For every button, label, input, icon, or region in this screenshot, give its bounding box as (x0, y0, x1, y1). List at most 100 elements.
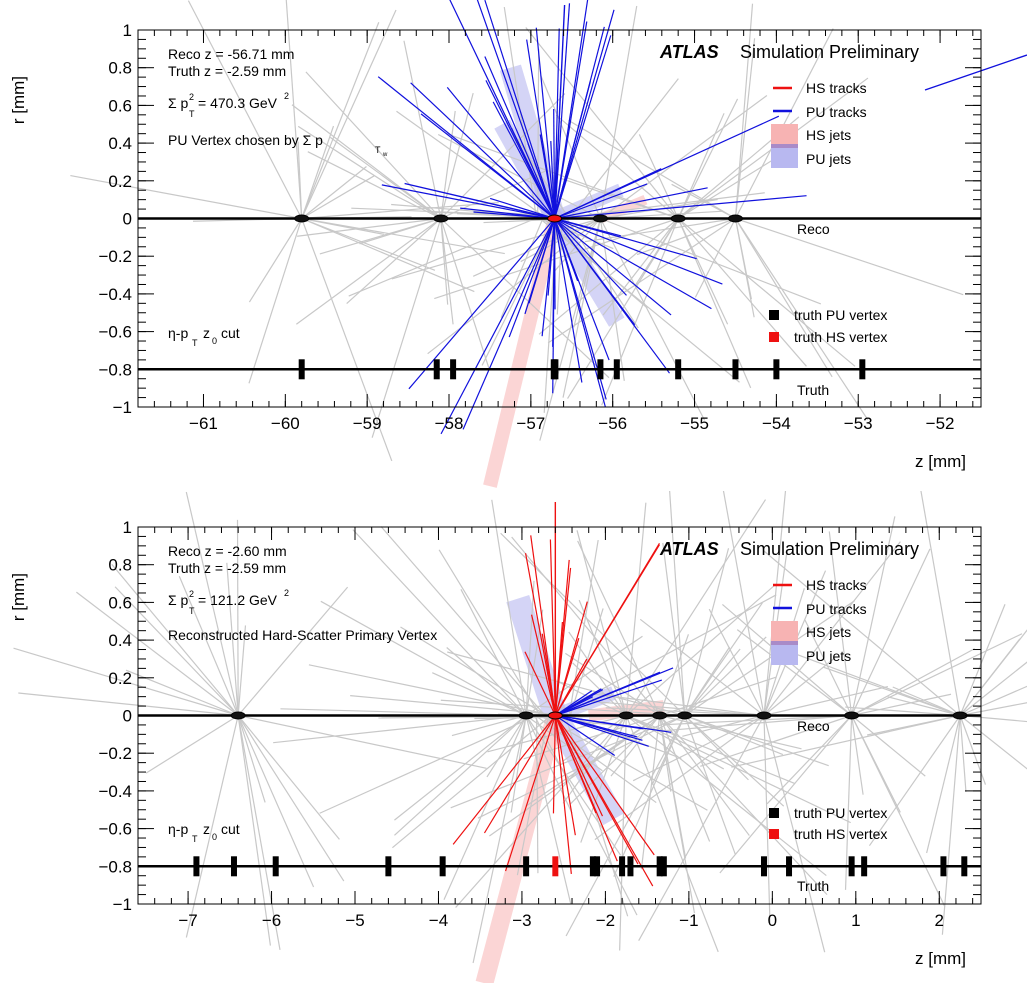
x-tick-label: −3 (512, 911, 531, 930)
truth-pu-vertex-label: truth PU vertex (794, 805, 887, 821)
cut-word: cut (221, 821, 240, 837)
reco-vertex (434, 215, 448, 222)
pu-jets-label: PU jets (806, 151, 851, 167)
truth-pu-vertex (385, 856, 391, 876)
reco-vertex (231, 712, 245, 719)
hs-track (506, 716, 556, 872)
x-tick-label: −5 (345, 911, 364, 930)
pu-tracks-label: PU tracks (806, 104, 867, 120)
description-text: PU Vertex chosen by Σ p T w (168, 132, 388, 158)
atlas-label: ATLAS (659, 42, 719, 62)
sum-pt2-text: Σ p T 2 = 121.2 GeV 2 (168, 588, 289, 616)
reco-vertex (519, 712, 533, 719)
other-track (441, 219, 453, 325)
reco-vertex (678, 712, 692, 719)
truth-pu-vertex-swatch (769, 808, 779, 818)
truth-pu-vertex (732, 359, 738, 379)
other-track (685, 637, 767, 716)
reco-vertex (593, 215, 607, 222)
other-track (685, 603, 763, 716)
truth-z-text: Truth z = -2.59 mm (168, 63, 286, 79)
truth-hs-vertex-label: truth HS vertex (794, 826, 887, 842)
x-tick-label: −60 (271, 414, 300, 433)
reco-vertex (295, 215, 309, 222)
x-tick-label: −7 (178, 911, 197, 930)
truth-pu-vertex-swatch (769, 310, 779, 320)
subscript-t: T (189, 109, 195, 119)
x-tick-label: −56 (598, 414, 627, 433)
jets-divider (771, 144, 798, 148)
pu-jets-swatch (771, 148, 798, 168)
truth-pu-vertex (434, 359, 440, 379)
x-tick-label: −54 (762, 414, 791, 433)
y-tick-label: −0.4 (98, 285, 132, 304)
simulation-label: Simulation Preliminary (740, 539, 919, 559)
hs-jets-label: HS jets (806, 624, 851, 640)
reco-vertex (728, 215, 742, 222)
subscript-w: w (382, 152, 388, 158)
description: PU Vertex chosen by Σ p (168, 132, 323, 148)
y-tick-label: 1 (123, 518, 132, 537)
truth-pu-vertex (859, 359, 865, 379)
other-track (685, 716, 784, 807)
x-tick-label: −59 (353, 414, 382, 433)
reco-vertex (757, 712, 771, 719)
truth-hs-vertex (552, 856, 558, 876)
y-tick-label: −0.8 (98, 360, 132, 379)
jets-divider (771, 641, 798, 645)
other-track (960, 716, 1027, 877)
hs-jets-label: HS jets (806, 127, 851, 143)
other-track (308, 152, 441, 219)
hs-jets-swatch (771, 621, 798, 641)
other-track (626, 503, 646, 716)
reco-line-label: Reco (797, 718, 830, 734)
other-track (441, 111, 455, 218)
pu-track (925, 55, 1027, 90)
reco-vertex (619, 712, 633, 719)
truth-hs-vertex-label: truth HS vertex (794, 329, 887, 345)
truth-pu-vertex (940, 856, 946, 876)
superscript-2: 2 (284, 588, 289, 598)
sum-pt2-value: = 121.2 GeV (198, 592, 278, 608)
chosen-reco-vertex (548, 215, 562, 222)
x-tick-label: −53 (844, 414, 873, 433)
sum-pt2-value: = 470.3 GeV (198, 95, 278, 111)
other-track (249, 219, 301, 303)
other-track (960, 716, 966, 792)
x-tick-label: 1 (851, 911, 860, 930)
x-tick-label: −61 (189, 414, 218, 433)
truth-pu-vertex (273, 856, 279, 876)
other-track (709, 609, 764, 715)
sum-symbol: Σ p (168, 592, 189, 608)
y-tick-label: 0.6 (108, 96, 132, 115)
simulation-label: Simulation Preliminary (740, 42, 919, 62)
truth-pu-vertex (299, 359, 305, 379)
hs-jets-swatch (771, 124, 798, 144)
reco-z-text: Reco z = -2.60 mm (168, 543, 287, 559)
y-tick-label: 0 (123, 707, 132, 726)
y-tick-label: 0.8 (108, 59, 132, 78)
other-track (302, 219, 505, 254)
subscript-t: T (192, 338, 198, 348)
truth-pu-vertex (675, 359, 681, 379)
other-track (637, 219, 735, 255)
truth-pu-vertex (619, 856, 625, 876)
truth-pu-vertex (849, 856, 855, 876)
superscript-2: 2 (189, 92, 194, 102)
cut-z: z (203, 821, 210, 837)
hs-tracks-label: HS tracks (806, 577, 867, 593)
sum-pt2-text: Σ p T 2 = 470.3 GeV 2 (168, 91, 289, 119)
other-track (146, 716, 238, 774)
x-axis-label: z [mm] (915, 949, 966, 968)
truth-hs-vertex-swatch (769, 829, 779, 839)
other-track (249, 219, 302, 384)
y-tick-label: 0.6 (108, 593, 132, 612)
other-track (720, 716, 852, 873)
other-track (292, 105, 441, 219)
subscript-0: 0 (212, 336, 217, 346)
subscript-t: T (192, 834, 198, 844)
truth-pu-vertex (597, 359, 603, 379)
truth-pu-vertex (523, 856, 529, 876)
x-tick-label: 2 (935, 911, 944, 930)
y-tick-label: −0.2 (98, 744, 132, 763)
